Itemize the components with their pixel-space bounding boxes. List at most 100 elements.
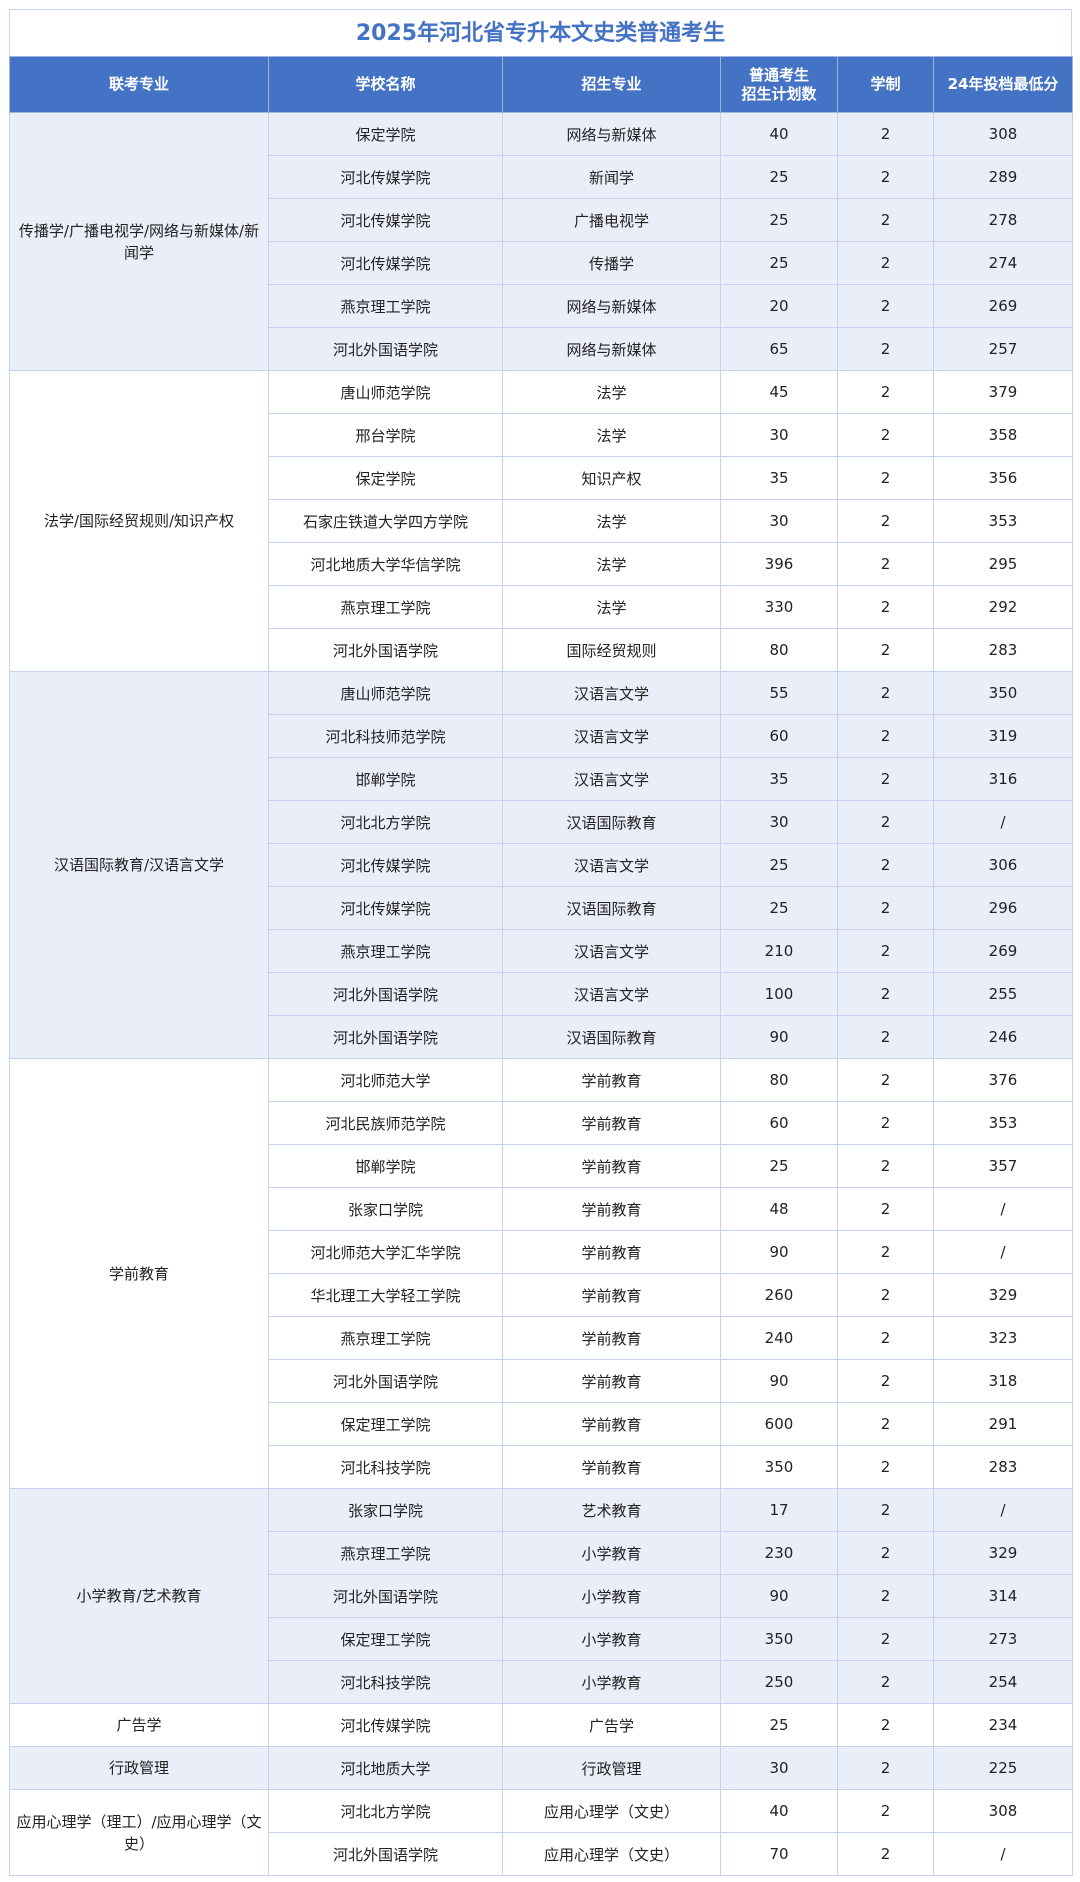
min-score-cell: 273 — [933, 1617, 1073, 1661]
min-score-cell: 291 — [933, 1402, 1073, 1446]
exam-major-cell: 行政管理 — [9, 1746, 269, 1790]
major-cell: 小学教育 — [502, 1617, 721, 1661]
plan-count-cell: 25 — [720, 1703, 838, 1747]
school-cell: 燕京理工学院 — [268, 1316, 503, 1360]
years-cell: 2 — [837, 929, 934, 973]
table-row: 保定学院 知识产权 35 2 356 — [10, 456, 1073, 500]
table-row: 法学/国际经贸规则/知识产权 唐山师范学院 法学 45 2 379 — [9, 370, 1073, 672]
min-score-cell: 329 — [933, 1531, 1073, 1575]
years-cell: 2 — [837, 370, 934, 414]
major-cell: 法学 — [502, 585, 721, 629]
min-score-cell: 234 — [933, 1703, 1073, 1747]
years-cell: 2 — [837, 198, 934, 242]
years-cell: 2 — [837, 284, 934, 328]
school-cell: 河北北方学院 — [268, 800, 503, 844]
table-row: 河北传媒学院 传播学 25 2 274 — [10, 241, 1073, 285]
table-row: 石家庄铁道大学四方学院 法学 30 2 353 — [10, 499, 1073, 543]
plan-count-cell: 40 — [720, 1789, 838, 1833]
table-row: 张家口学院 学前教育 48 2/ — [10, 1187, 1073, 1231]
major-cell: 法学 — [502, 370, 721, 414]
min-score-cell: / — [933, 1187, 1073, 1231]
table-row: 河北传媒学院 汉语言文学 25 2 306 — [10, 843, 1073, 887]
years-cell: 2 — [837, 1660, 934, 1704]
plan-count-cell: 240 — [720, 1316, 838, 1360]
table-row: 河北传媒学院 汉语国际教育 25 2 296 — [10, 886, 1073, 930]
plan-count-cell: 250 — [720, 1660, 838, 1704]
table-row: 河北北方学院 汉语国际教育 30 2/ — [10, 800, 1073, 844]
min-score-cell: 283 — [933, 1445, 1073, 1489]
years-cell: 2 — [837, 585, 934, 629]
plan-count-cell: 80 — [720, 628, 838, 672]
page-title: 2025年河北省专升本文史类普通考生 — [9, 9, 1072, 56]
major-cell: 网络与新媒体 — [502, 327, 721, 371]
major-cell: 小学教育 — [502, 1574, 721, 1618]
school-cell: 河北外国语学院 — [268, 972, 503, 1016]
table-row: 燕京理工学院 学前教育 240 2 323 — [10, 1316, 1073, 1360]
school-cell: 河北北方学院 — [268, 1789, 503, 1833]
major-cell: 学前教育 — [502, 1101, 721, 1145]
major-cell: 学前教育 — [502, 1402, 721, 1446]
plan-count-cell: 90 — [720, 1015, 838, 1059]
exam-major-cell: 传播学/广播电视学/网络与新媒体/新闻学 — [9, 112, 269, 371]
table-row: 小学教育/艺术教育 张家口学院 艺术教育 17 2/ — [9, 1488, 1073, 1704]
major-cell: 广播电视学 — [502, 198, 721, 242]
plan-count-cell: 20 — [720, 284, 838, 328]
plan-count-cell: 30 — [720, 1746, 838, 1790]
plan-count-cell: 17 — [720, 1488, 838, 1532]
plan-count-cell: 350 — [720, 1617, 838, 1661]
table-row: 河北外国语学院 国际经贸规则 80 2 283 — [10, 628, 1073, 672]
school-cell: 燕京理工学院 — [268, 284, 503, 328]
table-row: 河北师范大学汇华学院 学前教育 90 2/ — [10, 1230, 1073, 1274]
header-years: 学制 — [837, 56, 934, 113]
min-score-cell: 358 — [933, 413, 1073, 457]
years-cell: 2 — [837, 1789, 934, 1833]
plan-count-cell: 25 — [720, 241, 838, 285]
min-score-cell: 379 — [933, 370, 1073, 414]
major-cell: 学前教育 — [502, 1058, 721, 1102]
table-row: 燕京理工学院 汉语言文学 210 2 269 — [10, 929, 1073, 973]
years-cell: 2 — [837, 972, 934, 1016]
plan-count-cell: 350 — [720, 1445, 838, 1489]
plan-count-cell: 396 — [720, 542, 838, 586]
major-cell: 汉语言文学 — [502, 671, 721, 715]
plan-count-cell: 80 — [720, 1058, 838, 1102]
school-cell: 河北外国语学院 — [268, 1574, 503, 1618]
years-cell: 2 — [837, 1617, 934, 1661]
years-cell: 2 — [837, 1574, 934, 1618]
years-cell: 2 — [837, 1402, 934, 1446]
table-row: 燕京理工学院 网络与新媒体 20 2 269 — [10, 284, 1073, 328]
admissions-table: 联考专业 学校名称 招生专业 普通考生 招生计划数 学制 24年投档最低分 传播… — [9, 56, 1073, 1876]
min-score-cell: 319 — [933, 714, 1073, 758]
years-cell: 2 — [837, 1703, 934, 1747]
min-score-cell: 353 — [933, 1101, 1073, 1145]
min-score-cell: / — [933, 1488, 1073, 1532]
min-score-cell: 292 — [933, 585, 1073, 629]
min-score-cell: 289 — [933, 155, 1073, 199]
major-cell: 学前教育 — [502, 1187, 721, 1231]
major-cell: 小学教育 — [502, 1531, 721, 1575]
school-cell: 河北外国语学院 — [268, 1015, 503, 1059]
school-cell: 河北传媒学院 — [268, 155, 503, 199]
major-cell: 汉语言文学 — [502, 757, 721, 801]
min-score-cell: 278 — [933, 198, 1073, 242]
min-score-cell: 246 — [933, 1015, 1073, 1059]
school-cell: 邢台学院 — [268, 413, 503, 457]
exam-major-cell: 学前教育 — [9, 1058, 269, 1489]
exam-major-cell: 汉语国际教育/汉语言文学 — [9, 671, 269, 1059]
min-score-cell: 225 — [933, 1746, 1073, 1790]
plan-count-cell: 30 — [720, 413, 838, 457]
school-cell: 河北传媒学院 — [268, 1703, 503, 1747]
table-row: 燕京理工学院 小学教育 230 2 329 — [10, 1531, 1073, 1575]
years-cell: 2 — [837, 1316, 934, 1360]
plan-count-cell: 260 — [720, 1273, 838, 1317]
exam-major-cell: 法学/国际经贸规则/知识产权 — [9, 370, 269, 672]
plan-count-cell: 100 — [720, 972, 838, 1016]
plan-count-cell: 90 — [720, 1574, 838, 1618]
school-cell: 河北外国语学院 — [268, 628, 503, 672]
table-row: 河北外国语学院 网络与新媒体 65 2 257 — [10, 327, 1073, 371]
min-score-cell: 350 — [933, 671, 1073, 715]
min-score-cell: 274 — [933, 241, 1073, 285]
years-cell: 2 — [837, 628, 934, 672]
major-cell: 网络与新媒体 — [502, 284, 721, 328]
major-cell: 汉语言文学 — [502, 843, 721, 887]
